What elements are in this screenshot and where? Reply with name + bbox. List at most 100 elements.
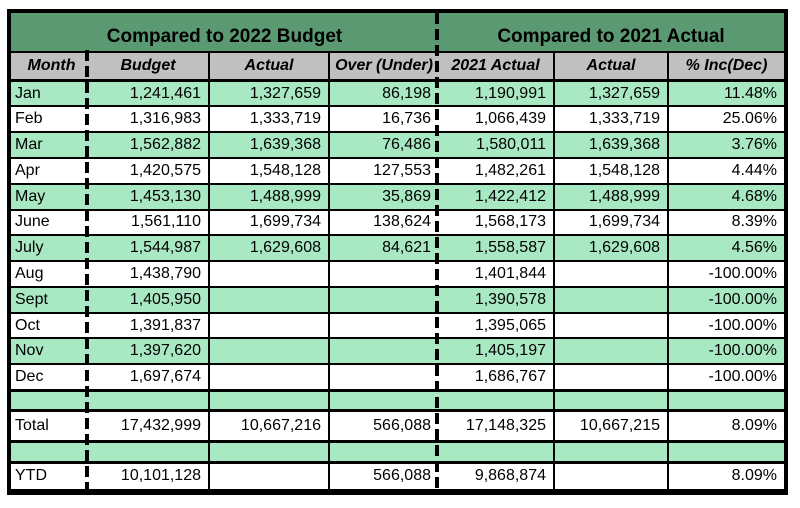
cell-row-label[interactable]: Nov [11, 337, 88, 366]
cell-value[interactable]: 1,438,790 [88, 260, 210, 288]
cell-value[interactable]: 1,327,659 [208, 79, 330, 108]
cell-value[interactable] [553, 461, 669, 491]
cell-value[interactable]: 8.09% [666, 461, 785, 491]
cell-value[interactable] [553, 285, 669, 314]
cell-row-label[interactable]: Apr [11, 157, 88, 185]
cell-value[interactable] [208, 388, 330, 412]
cell-value[interactable]: 76,486 [328, 131, 438, 160]
cell-value[interactable] [208, 363, 330, 392]
cell-value[interactable]: -100.00% [666, 260, 785, 288]
cell-value[interactable]: 1,580,011 [438, 131, 555, 160]
cell-value[interactable] [208, 337, 330, 366]
cell-value[interactable] [553, 440, 669, 464]
cell-value[interactable]: 1,568,173 [438, 208, 555, 237]
cell-value[interactable]: 1,395,065 [438, 311, 555, 340]
cell-value[interactable]: 25.06% [666, 105, 785, 134]
cell-value[interactable]: 10,667,216 [208, 409, 330, 443]
cell-value[interactable]: 16,736 [328, 105, 438, 134]
cell-value[interactable]: 1,562,882 [88, 131, 210, 160]
cell-value[interactable] [208, 260, 330, 288]
cell-value[interactable]: 35,869 [328, 182, 438, 211]
cell-value[interactable]: 1,488,999 [208, 182, 330, 211]
cell-row-label[interactable] [11, 440, 88, 464]
cell-value[interactable] [208, 440, 330, 464]
cell-value[interactable]: 1,548,128 [553, 157, 669, 185]
cell-value[interactable] [208, 461, 330, 491]
cell-value[interactable] [553, 337, 669, 366]
cell-value[interactable]: 566,088 [328, 409, 438, 443]
cell-value[interactable]: 4.56% [666, 234, 785, 263]
cell-value[interactable] [328, 337, 438, 366]
cell-value[interactable]: 1,397,620 [88, 337, 210, 366]
cell-value[interactable]: 8.09% [666, 409, 785, 443]
cell-value[interactable] [666, 440, 785, 464]
cell-value[interactable]: 1,405,197 [438, 337, 555, 366]
cell-value[interactable] [208, 285, 330, 314]
cell-value[interactable]: 1,190,991 [438, 79, 555, 108]
cell-value[interactable] [553, 388, 669, 412]
cell-value[interactable]: 1,391,837 [88, 311, 210, 340]
cell-row-label[interactable]: YTD [11, 461, 88, 491]
cell-value[interactable] [328, 363, 438, 392]
cell-value[interactable] [666, 388, 785, 412]
cell-value[interactable]: 8.39% [666, 208, 785, 237]
cell-value[interactable]: 1,639,368 [208, 131, 330, 160]
cell-value[interactable]: 10,667,215 [553, 409, 669, 443]
cell-row-label[interactable]: Aug [11, 260, 88, 288]
cell-value[interactable]: 1,316,983 [88, 105, 210, 134]
cell-value[interactable]: 17,432,999 [88, 409, 210, 443]
cell-value[interactable]: 1,327,659 [553, 79, 669, 108]
cell-value[interactable]: 3.76% [666, 131, 785, 160]
cell-value[interactable]: 1,420,575 [88, 157, 210, 185]
cell-value[interactable] [553, 363, 669, 392]
cell-value[interactable]: 9,868,874 [438, 461, 555, 491]
cell-value[interactable]: -100.00% [666, 285, 785, 314]
cell-row-label[interactable]: May [11, 182, 88, 211]
cell-row-label[interactable]: Dec [11, 363, 88, 392]
cell-value[interactable]: 1,548,128 [208, 157, 330, 185]
cell-value[interactable]: 1,422,412 [438, 182, 555, 211]
cell-row-label[interactable]: Oct [11, 311, 88, 340]
cell-value[interactable] [438, 388, 555, 412]
cell-row-label[interactable] [11, 388, 88, 412]
cell-value[interactable]: 1,697,674 [88, 363, 210, 392]
cell-value[interactable]: 1,241,461 [88, 79, 210, 108]
cell-value[interactable]: 17,148,325 [438, 409, 555, 443]
cell-value[interactable]: 1,405,950 [88, 285, 210, 314]
cell-row-label[interactable]: Total [11, 409, 88, 443]
cell-value[interactable]: 1,401,844 [438, 260, 555, 288]
cell-value[interactable]: 86,198 [328, 79, 438, 108]
cell-value[interactable]: 1,482,261 [438, 157, 555, 185]
cell-value[interactable]: -100.00% [666, 337, 785, 366]
cell-value[interactable]: -100.00% [666, 311, 785, 340]
cell-value[interactable]: 1,333,719 [208, 105, 330, 134]
cell-value[interactable] [328, 260, 438, 288]
cell-value[interactable]: 1,629,608 [553, 234, 669, 263]
cell-value[interactable]: 1,453,130 [88, 182, 210, 211]
cell-value[interactable] [553, 260, 669, 288]
cell-value[interactable] [328, 440, 438, 464]
cell-value[interactable] [328, 285, 438, 314]
cell-value[interactable]: 1,639,368 [553, 131, 669, 160]
cell-row-label[interactable]: July [11, 234, 88, 263]
cell-value[interactable]: 138,624 [328, 208, 438, 237]
cell-value[interactable]: 1,686,767 [438, 363, 555, 392]
cell-row-label[interactable]: Sept [11, 285, 88, 314]
cell-value[interactable] [88, 388, 210, 412]
cell-value[interactable]: 1,544,987 [88, 234, 210, 263]
cell-value[interactable]: 566,088 [328, 461, 438, 491]
cell-row-label[interactable]: Jan [11, 79, 88, 108]
cell-row-label[interactable]: Mar [11, 131, 88, 160]
cell-value[interactable]: 1,699,734 [553, 208, 669, 237]
cell-value[interactable] [328, 388, 438, 412]
cell-row-label[interactable]: Feb [11, 105, 88, 134]
cell-value[interactable] [208, 311, 330, 340]
cell-value[interactable]: 10,101,128 [88, 461, 210, 491]
cell-value[interactable] [328, 311, 438, 340]
cell-value[interactable]: 1,699,734 [208, 208, 330, 237]
cell-value[interactable] [553, 311, 669, 340]
cell-value[interactable]: 1,488,999 [553, 182, 669, 211]
cell-row-label[interactable]: June [11, 208, 88, 237]
cell-value[interactable]: 127,553 [328, 157, 438, 185]
cell-value[interactable]: 4.44% [666, 157, 785, 185]
